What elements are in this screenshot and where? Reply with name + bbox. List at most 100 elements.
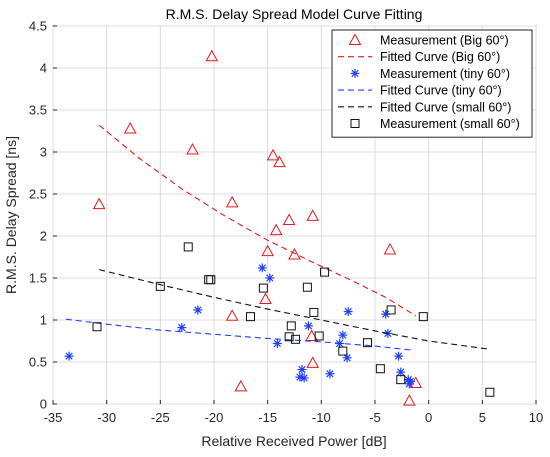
triangle-marker <box>225 309 239 321</box>
triangle-marker <box>288 247 301 260</box>
asterisk-marker <box>265 273 275 283</box>
triangle-marker <box>186 142 199 155</box>
asterisk-marker <box>64 351 74 361</box>
legend-label: Measurement (small 60°) <box>380 117 520 131</box>
y-axis-title: R.M.S. Delay Spread [ns] <box>3 136 19 294</box>
asterisk-marker <box>257 263 267 273</box>
x-tick-label: -35 <box>44 410 63 425</box>
series-3 <box>65 318 413 351</box>
legend: Measurement (Big 60°) Fitted Curve (Big 6… <box>331 29 533 138</box>
legend-label: Fitted Curve (small 60°) <box>380 100 511 114</box>
asterisk-marker <box>303 321 313 331</box>
legend-label: Measurement (tiny 60°) <box>380 67 510 81</box>
asterisk-marker <box>381 309 391 319</box>
asterisk-marker <box>405 376 415 386</box>
y-tick-label: 1.5 <box>29 271 47 286</box>
triangle-marker <box>409 376 423 388</box>
asterisk-marker <box>394 351 404 361</box>
x-tick-label: -30 <box>97 410 116 425</box>
y-tick-label: 3.5 <box>29 103 47 118</box>
square-marker <box>396 375 406 385</box>
triangle-marker <box>305 329 319 341</box>
x-tick-label: -15 <box>258 410 277 425</box>
square-marker <box>338 346 348 356</box>
asterisk-marker <box>297 365 307 375</box>
square-marker <box>92 322 102 332</box>
square-marker <box>155 281 165 291</box>
series-1 <box>98 124 417 317</box>
fitted-curve-line <box>98 124 417 317</box>
square-marker <box>258 283 268 293</box>
triangle-marker <box>259 292 272 304</box>
square-marker <box>284 332 294 342</box>
y-tick-label: 4 <box>40 61 47 76</box>
x-axis: -35 -30 -25 -20 -15 -10 -5 0 5 10 <box>44 400 543 425</box>
square-marker <box>302 282 312 292</box>
asterisk-marker <box>177 323 187 333</box>
square-marker <box>183 242 193 252</box>
y-axis: 0 0.5 1 1.5 2 2.5 3 3.5 4 4.5 <box>29 19 57 412</box>
triangle-marker <box>383 242 397 255</box>
chart-title: R.M.S. Delay Spread Model Curve Fitting <box>166 6 423 22</box>
y-tick-label: 3 <box>40 145 47 160</box>
legend-label: Measurement (Big 60°) <box>380 34 509 48</box>
legend-item: Fitted Curve (Big 60°) <box>338 50 500 64</box>
triangle-marker <box>205 49 219 62</box>
x-axis-title: Relative Received Power [dB] <box>201 433 386 449</box>
triangle-marker <box>348 33 362 45</box>
legend-label: Fitted Curve (tiny 60°) <box>380 84 502 98</box>
square-marker <box>485 387 495 397</box>
square-marker <box>362 338 372 348</box>
y-tick-label: 0.5 <box>29 355 47 370</box>
x-tick-label: -5 <box>369 410 381 425</box>
triangle-marker <box>269 223 283 236</box>
asterisk-marker <box>343 307 353 317</box>
square-marker <box>375 364 385 374</box>
asterisk-marker <box>396 367 406 377</box>
x-tick-label: 0 <box>425 410 432 425</box>
y-tick-label: 4.5 <box>29 19 47 34</box>
series-2 <box>64 263 415 389</box>
square-marker <box>245 312 255 322</box>
x-tick-label: 5 <box>479 410 486 425</box>
triangle-marker <box>234 379 248 392</box>
legend-item: Measurement (tiny 60°) <box>350 67 510 81</box>
triangle-marker <box>273 155 286 168</box>
x-tick-label: 10 <box>529 410 543 425</box>
asterisk-marker <box>325 369 335 379</box>
square-marker <box>309 307 319 317</box>
triangle-marker <box>306 209 320 221</box>
legend-box <box>331 29 533 138</box>
legend-label: Fitted Curve (Big 60°) <box>380 50 500 64</box>
triangle-marker <box>306 356 320 368</box>
fitted-curve-line <box>99 269 491 350</box>
square-marker <box>206 275 216 285</box>
legend-item: Fitted Curve (tiny 60°) <box>338 84 502 98</box>
triangle-marker <box>92 197 106 210</box>
y-tick-label: 0 <box>40 397 47 412</box>
y-tick-label: 2 <box>40 229 47 244</box>
series-4 <box>99 269 491 350</box>
asterisk-marker <box>338 330 348 340</box>
square-marker <box>350 119 360 128</box>
triangle-marker <box>403 394 416 406</box>
legend-item: Measurement (Big 60°) <box>348 33 509 48</box>
asterisk-marker <box>193 305 203 315</box>
triangle-marker <box>261 244 275 257</box>
fitted-curve-line <box>65 318 413 351</box>
asterisk-marker <box>272 339 282 349</box>
square-marker <box>314 331 324 341</box>
y-tick-label: 2.5 <box>29 187 47 202</box>
triangle-marker <box>123 121 137 134</box>
square-marker <box>386 305 396 315</box>
x-tick-label: -25 <box>151 410 170 425</box>
legend-item: Measurement (small 60°) <box>350 117 520 131</box>
square-marker <box>418 312 428 322</box>
x-tick-label: -10 <box>312 410 331 425</box>
asterisk-marker <box>350 68 360 78</box>
square-marker <box>291 334 301 344</box>
square-marker <box>286 321 296 331</box>
triangle-marker <box>282 213 296 226</box>
series-layer <box>64 49 495 406</box>
